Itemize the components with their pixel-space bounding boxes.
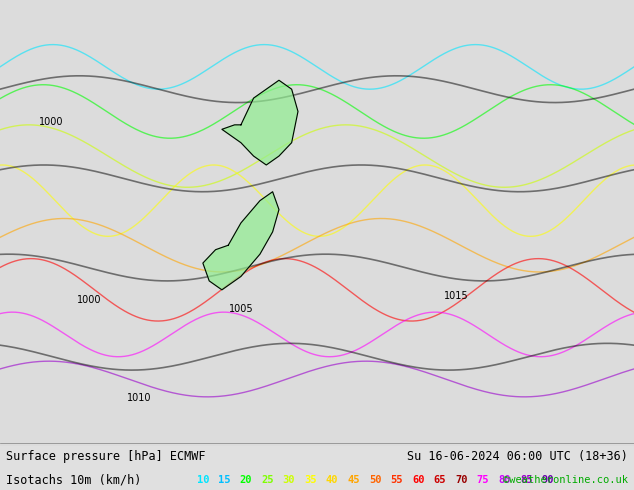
Text: 25: 25 (261, 475, 274, 485)
Text: 1000: 1000 (77, 295, 101, 305)
Text: 20: 20 (240, 475, 252, 485)
Text: 70: 70 (455, 475, 468, 485)
Text: 15: 15 (218, 475, 231, 485)
Text: 55: 55 (391, 475, 403, 485)
Text: 60: 60 (412, 475, 425, 485)
Text: 1005: 1005 (229, 304, 253, 314)
Text: 1010: 1010 (127, 393, 152, 403)
Text: 65: 65 (434, 475, 446, 485)
Polygon shape (203, 192, 279, 290)
Text: Surface pressure [hPa] ECMWF: Surface pressure [hPa] ECMWF (6, 450, 206, 463)
Text: 45: 45 (347, 475, 360, 485)
Text: 85: 85 (520, 475, 533, 485)
Text: Su 16-06-2024 06:00 UTC (18+36): Su 16-06-2024 06:00 UTC (18+36) (407, 450, 628, 463)
Text: 35: 35 (304, 475, 317, 485)
Text: 1000: 1000 (39, 117, 63, 127)
Text: 75: 75 (477, 475, 489, 485)
Text: 50: 50 (369, 475, 382, 485)
Text: 80: 80 (498, 475, 511, 485)
Text: 10: 10 (197, 475, 209, 485)
Text: ©weatheronline.co.uk: ©weatheronline.co.uk (503, 475, 628, 485)
Text: 30: 30 (283, 475, 295, 485)
Polygon shape (222, 80, 298, 165)
Text: 1015: 1015 (444, 291, 469, 301)
Text: 90: 90 (541, 475, 554, 485)
Text: Isotachs 10m (km/h): Isotachs 10m (km/h) (6, 473, 142, 486)
Text: 40: 40 (326, 475, 339, 485)
